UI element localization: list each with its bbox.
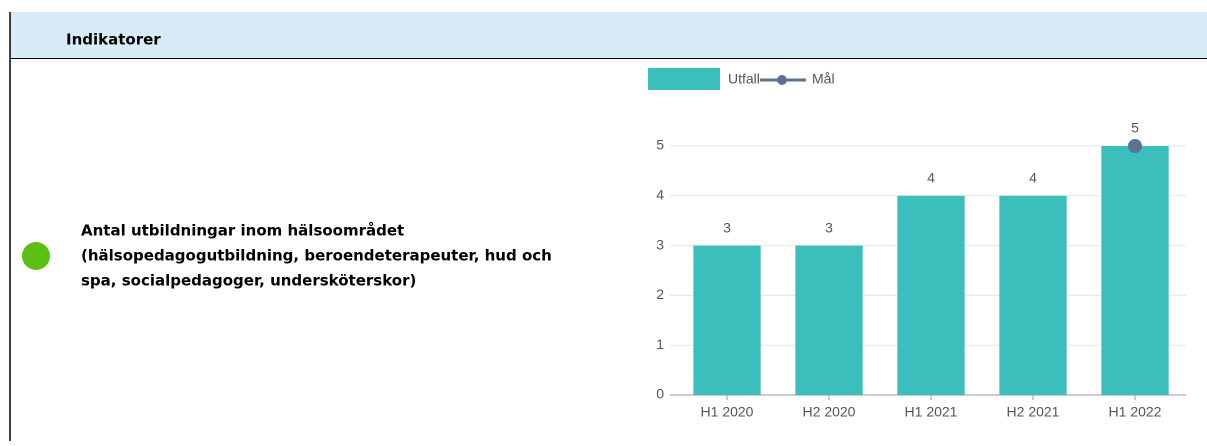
x-tick-label: H1 2021	[905, 404, 958, 420]
legend-marker	[777, 75, 787, 85]
bar	[1101, 146, 1169, 395]
y-tick-label: 0	[656, 386, 664, 402]
legend-swatch	[648, 68, 720, 90]
bar	[999, 195, 1067, 395]
indicator-text: Antal utbildningar inom hälsoområdet	[81, 222, 404, 240]
status-dot	[22, 242, 50, 270]
value-label: 4	[1029, 170, 1037, 186]
value-label: 3	[723, 219, 731, 235]
y-tick-label: 2	[656, 286, 664, 302]
goal-marker	[1128, 139, 1142, 153]
header-title: Indikatorer	[66, 31, 161, 49]
x-tick-label: H2 2021	[1007, 404, 1060, 420]
bar	[897, 195, 965, 395]
value-label: 3	[825, 219, 833, 235]
value-label: 5	[1131, 120, 1139, 136]
y-tick-label: 3	[656, 236, 664, 252]
legend-label: Utfall	[728, 71, 760, 87]
indicator-text: spa, socialpedagoger, undersköterskor)	[81, 272, 416, 290]
y-tick-label: 5	[656, 137, 664, 153]
x-tick-label: H2 2020	[803, 404, 856, 420]
y-tick-label: 1	[656, 336, 664, 352]
bar	[693, 245, 761, 395]
value-label: 4	[927, 170, 935, 186]
header-bar	[10, 12, 1207, 58]
x-tick-label: H1 2022	[1109, 404, 1162, 420]
x-tick-label: H1 2020	[701, 404, 754, 420]
bar	[795, 245, 863, 395]
y-tick-label: 4	[656, 187, 664, 203]
legend-label: Mål	[812, 71, 835, 87]
indicator-text: (hälsopedagogutbildning, beroendeterapeu…	[81, 247, 552, 265]
